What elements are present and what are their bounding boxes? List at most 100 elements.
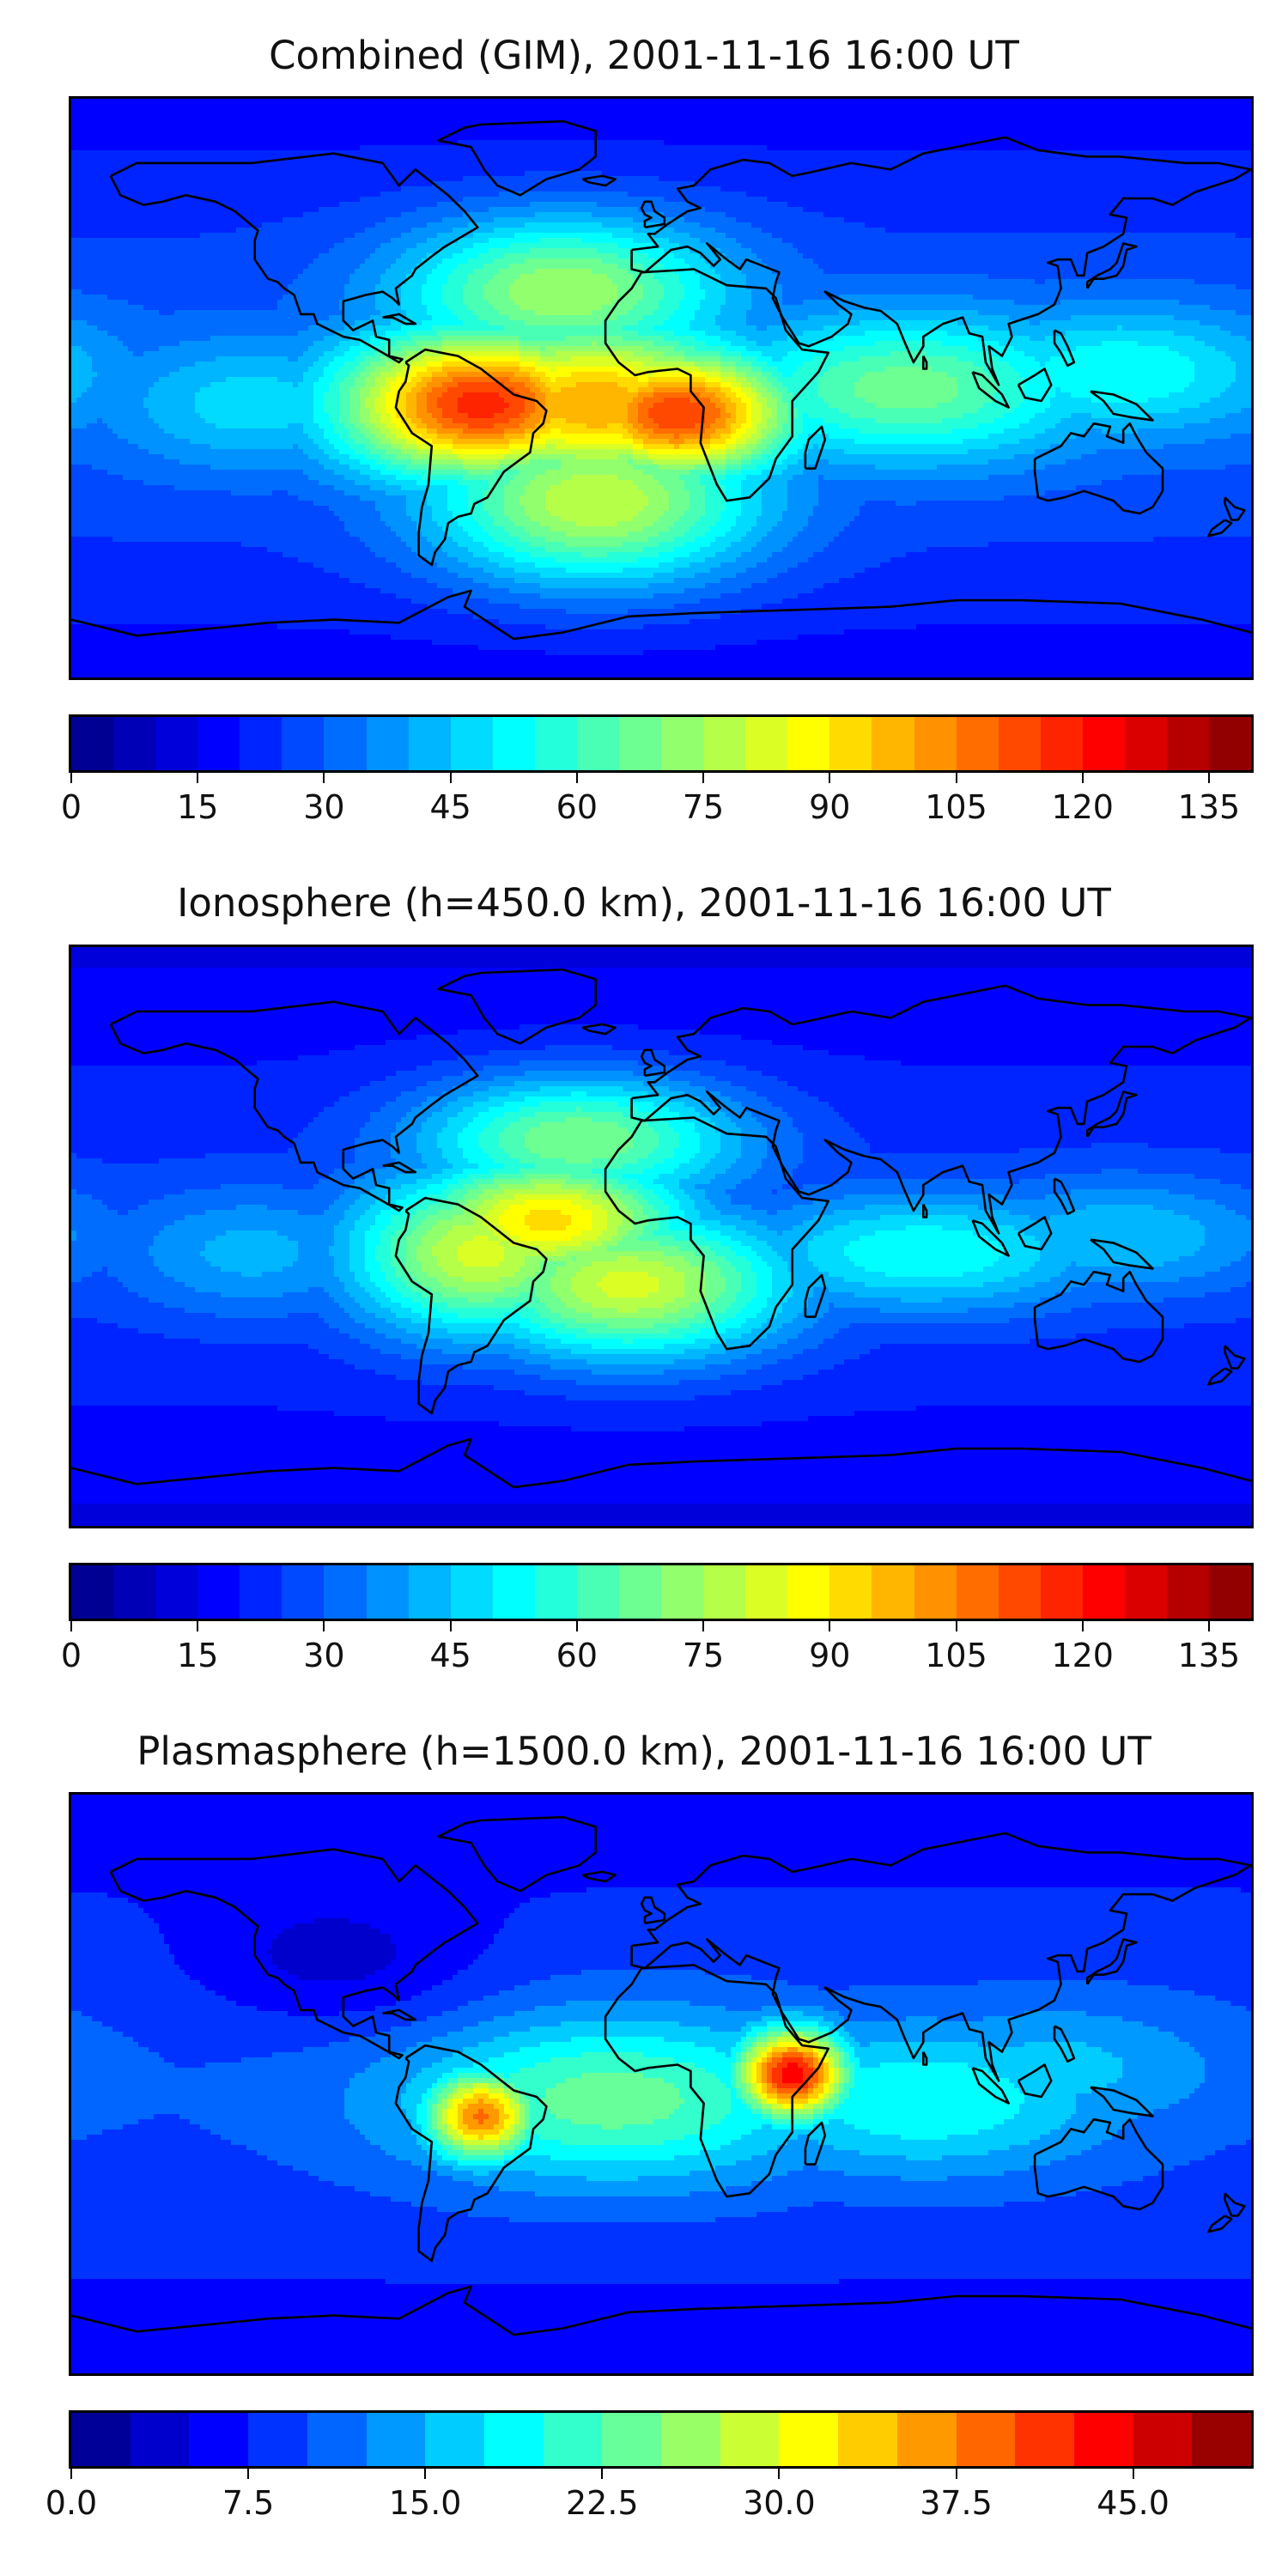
heatmap-cell <box>334 161 340 167</box>
heatmap-cell <box>525 114 531 120</box>
heatmap-cell <box>957 125 963 131</box>
heatmap-cell <box>1200 176 1206 182</box>
heatmap-cell <box>695 197 701 203</box>
heatmap-cell <box>519 109 526 115</box>
heatmap-cell <box>803 130 809 136</box>
heatmap-cell <box>179 130 185 136</box>
heatmap-cell <box>473 171 479 177</box>
heatmap-cell <box>1086 202 1092 208</box>
heatmap-cell <box>602 161 608 167</box>
heatmap-cell <box>1107 166 1113 172</box>
heatmap-cell <box>246 119 252 125</box>
heatmap-cell <box>349 140 355 146</box>
heatmap-cell <box>107 125 113 131</box>
heatmap-cell <box>1024 135 1030 141</box>
heatmap-cell <box>700 114 706 120</box>
heatmap-cell <box>566 181 572 187</box>
heatmap-cell <box>349 176 355 182</box>
heatmap-cell <box>1050 125 1056 131</box>
heatmap-cell <box>257 145 263 151</box>
heatmap-cell <box>1071 109 1077 115</box>
heatmap-cell <box>993 186 999 192</box>
heatmap-cell <box>906 119 912 125</box>
heatmap-cell <box>422 186 428 192</box>
heatmap-cell <box>241 207 247 213</box>
heatmap-cell <box>617 145 623 151</box>
heatmap-cell <box>82 150 88 156</box>
heatmap-cell <box>607 130 613 136</box>
heatmap-cell <box>983 191 989 197</box>
heatmap-cell <box>592 114 598 120</box>
heatmap-cell <box>834 197 840 203</box>
heatmap-cell <box>1148 202 1154 208</box>
heatmap-cell <box>154 191 160 197</box>
heatmap-cell <box>1112 104 1118 110</box>
heatmap-cell <box>118 99 124 105</box>
heatmap-cell <box>999 145 1005 151</box>
heatmap-cell <box>483 140 489 146</box>
heatmap-cell <box>468 171 474 177</box>
heatmap-cell <box>391 150 397 156</box>
heatmap-cell <box>319 155 325 161</box>
heatmap-cell <box>550 186 556 192</box>
heatmap-cell <box>349 181 355 187</box>
heatmap-cell <box>865 207 871 213</box>
heatmap-cell <box>901 166 907 172</box>
heatmap-cell <box>607 191 613 197</box>
heatmap-cell <box>303 186 309 192</box>
heatmap-cell <box>1107 109 1113 115</box>
heatmap-cell <box>777 140 783 146</box>
heatmap-cell <box>411 207 417 213</box>
heatmap-cell <box>200 109 206 115</box>
heatmap-cell <box>1030 171 1036 177</box>
heatmap-cell <box>1236 114 1242 120</box>
heatmap-cell <box>561 197 567 203</box>
heatmap-cell <box>628 181 634 187</box>
heatmap-cell <box>535 197 541 203</box>
heatmap-cell <box>612 186 618 192</box>
heatmap-cell <box>973 186 979 192</box>
heatmap-cell <box>659 130 665 136</box>
heatmap-cell <box>901 207 907 213</box>
heatmap-cell <box>957 207 963 213</box>
heatmap-cell <box>973 166 979 172</box>
heatmap-cell <box>973 191 979 197</box>
heatmap-cell <box>628 166 634 172</box>
heatmap-cell <box>473 161 479 167</box>
heatmap-cell <box>586 207 592 213</box>
heatmap-cell <box>102 114 108 120</box>
heatmap-cell <box>844 176 850 182</box>
heatmap-cell <box>968 197 974 203</box>
heatmap-cell <box>839 125 845 131</box>
heatmap-cell <box>107 114 113 120</box>
heatmap-cell <box>854 202 860 208</box>
heatmap-cell <box>813 104 819 110</box>
heatmap-cell <box>1184 125 1190 131</box>
heatmap-cell <box>334 171 340 177</box>
heatmap-cell <box>422 197 428 203</box>
heatmap-cell <box>942 191 948 197</box>
heatmap-cell <box>143 186 149 192</box>
heatmap-cell <box>1019 186 1025 192</box>
heatmap-cell <box>597 99 603 105</box>
heatmap-cell <box>195 104 201 110</box>
heatmap-cell <box>344 125 350 131</box>
heatmap-cell <box>252 171 258 177</box>
heatmap-cell <box>1060 135 1066 141</box>
heatmap-cell <box>978 109 984 115</box>
heatmap-cell <box>1035 191 1041 197</box>
heatmap-cell <box>432 135 438 141</box>
heatmap-cell <box>890 109 896 115</box>
heatmap-cell <box>334 119 340 125</box>
heatmap-cell <box>386 181 392 187</box>
heatmap-cell <box>468 114 474 120</box>
heatmap-cell <box>1225 155 1231 161</box>
heatmap-cell <box>277 119 283 125</box>
heatmap-cell <box>200 202 206 208</box>
heatmap-cell <box>246 155 252 161</box>
heatmap-cell <box>442 125 448 131</box>
heatmap-cell <box>983 125 989 131</box>
heatmap-cell <box>659 202 665 208</box>
heatmap-cell <box>643 171 649 177</box>
heatmap-cell <box>1169 155 1175 161</box>
